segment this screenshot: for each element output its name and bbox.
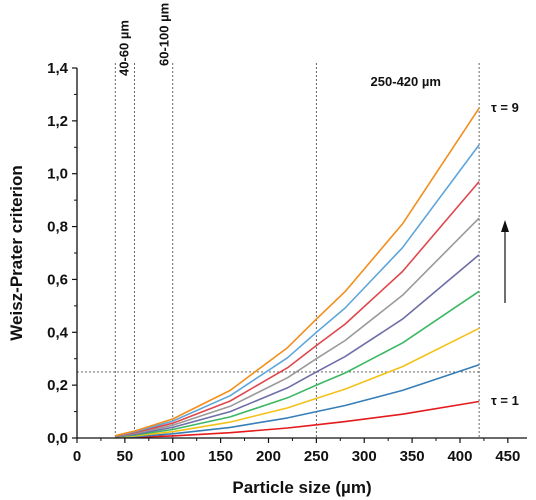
y-tick-label: 0,6 [47, 271, 68, 288]
series-line-5 [115, 254, 480, 438]
series-line-6 [115, 217, 480, 438]
x-tick-label: 200 [256, 448, 281, 465]
tau-top-label: τ = 9 [491, 100, 519, 115]
reference-lines [77, 63, 480, 438]
x-tick-label: 250 [304, 448, 329, 465]
y-tick-label: 0,8 [47, 219, 68, 236]
x-tick-label: 150 [208, 448, 233, 465]
series-line-9 [115, 107, 480, 437]
x-tick-label: 300 [352, 448, 377, 465]
y-tick-label: 1,4 [47, 60, 69, 77]
series-line-3 [115, 327, 480, 438]
y-tick-label: 1,0 [47, 166, 68, 183]
annotation-40-60: 40-60 µm [116, 20, 131, 76]
series-line-2 [115, 364, 480, 439]
y-tick-label: 1,2 [47, 113, 68, 130]
x-tick-label: 50 [117, 448, 134, 465]
series-line-8 [115, 144, 480, 437]
x-tick-label: 100 [160, 448, 185, 465]
x-tick-label: 0 [73, 448, 81, 465]
x-tick-label: 400 [447, 448, 472, 465]
y-tick-label: 0,2 [47, 377, 68, 394]
annotation-250-420: 250-420 µm [371, 74, 441, 89]
series-line-4 [115, 290, 480, 438]
y-axis-label: Weisz-Prater criterion [7, 165, 26, 340]
arrow-head [501, 220, 509, 232]
y-tick-label: 0,0 [47, 430, 68, 447]
series-line-7 [115, 181, 480, 437]
annotation-60-100: 60-100 µm [156, 3, 171, 66]
ticks: 0 50 100 150 200 250 300 350 400 450 0,0 0,2 0,4 0,6 0… [47, 60, 520, 465]
axes [76, 68, 527, 439]
y-tick-label: 0,4 [47, 324, 69, 341]
tau-bottom-label: τ = 1 [491, 393, 519, 408]
increase-arrow-icon [501, 220, 509, 303]
series-lines [115, 107, 480, 439]
series-line-1 [115, 400, 480, 439]
x-axis-label: Particle size (µm) [232, 478, 371, 497]
x-tick-label: 350 [400, 448, 425, 465]
x-tick-label: 450 [495, 448, 520, 465]
